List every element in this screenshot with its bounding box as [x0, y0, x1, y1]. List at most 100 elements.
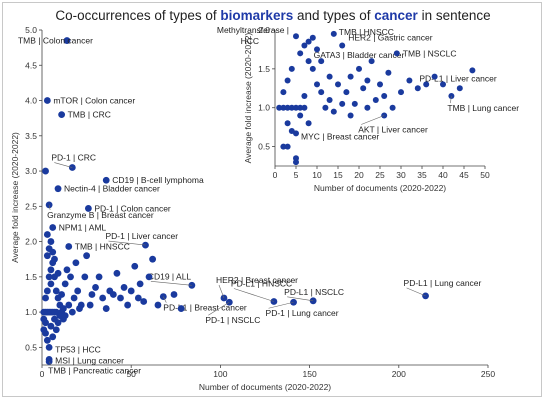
inset-data-point — [276, 104, 283, 111]
main-data-point — [117, 294, 124, 302]
inset-scatter-plot: 0 5 10 15 20 25 30 35 40 45 50 0.5 1.0 1.5 2.0 Number o… — [217, 25, 519, 193]
main-data-point — [40, 326, 48, 334]
main-data-point — [43, 252, 51, 260]
inset-data-point — [280, 104, 287, 111]
main-leader-line — [163, 296, 167, 303]
main-data-point — [63, 266, 71, 274]
inset-leader-line — [361, 115, 385, 125]
main-point-label: CD19 | ALL — [148, 271, 192, 281]
main-y-tick-label: 0.5 — [25, 342, 37, 352]
main-data-point — [102, 176, 110, 184]
main-data-point — [84, 205, 92, 212]
main-data-point — [88, 291, 96, 298]
inset-data-point — [301, 104, 308, 111]
inset-data-point — [330, 108, 337, 115]
main-data-point — [43, 287, 51, 295]
title-prefix: Co-occurrences of types of — [55, 8, 221, 23]
main-y-tick-label: 2.5 — [25, 201, 37, 211]
main-point-label: TP53 | HCC — [55, 344, 101, 354]
inset-data-point — [356, 65, 362, 72]
main-point-label: PD-L1 | Breast cancer — [163, 303, 247, 313]
inset-data-point — [423, 81, 430, 88]
title-cancer: cancer — [374, 8, 418, 23]
main-data-point — [60, 305, 67, 312]
main-data-point — [49, 248, 57, 256]
main-x-tick-label: 200 — [392, 369, 406, 379]
main-data-point — [52, 326, 60, 334]
inset-point-label: TMB | HNSCC — [339, 27, 394, 37]
main-x-tick-label: 250 — [481, 369, 495, 379]
inset-point-label: AKT | Liver cancer — [358, 124, 428, 134]
inset-data-point — [284, 120, 291, 127]
main-data-point — [47, 322, 55, 330]
inset-x-tick-label: 25 — [375, 170, 385, 180]
main-data-point — [109, 291, 117, 298]
main-data-point — [124, 301, 132, 309]
inset-leader-line — [450, 96, 452, 104]
inset-data-point — [318, 58, 325, 65]
inset-y-tick-label: 2.0 — [258, 25, 270, 35]
main-data-point — [65, 243, 73, 250]
main-data-point — [47, 280, 55, 288]
main-data-point — [65, 301, 73, 309]
inset-data-point — [314, 46, 320, 53]
inset-y-tick-label: 0.5 — [258, 142, 270, 152]
main-y-axis-title: Average fold increase (2020-2022) — [10, 132, 20, 263]
inset-data-point — [343, 89, 350, 96]
inset-data-point — [301, 42, 308, 49]
main-point-label: CD19 | B-cell lymphoma — [112, 175, 204, 185]
inset-data-point — [288, 104, 295, 111]
inset-x-tick-label: 10 — [312, 170, 322, 180]
main-x-tick-label: 150 — [303, 369, 317, 379]
main-y-tick-label: 1.5 — [25, 272, 37, 282]
main-data-point — [102, 305, 110, 312]
inset-data-point — [414, 85, 421, 92]
inset-data-point — [305, 38, 312, 45]
inset-data-point — [398, 89, 404, 96]
main-data-point — [86, 301, 94, 309]
inset-data-point — [372, 96, 379, 103]
main-point-label: PD-L1 | Lung cancer — [404, 278, 482, 288]
main-data-point — [81, 273, 89, 281]
main-data-point — [120, 284, 128, 291]
main-data-point — [43, 231, 51, 238]
inset-data-point — [393, 50, 400, 57]
chart-title: Co-occurrences of types of biomarkers an… — [0, 8, 546, 23]
inset-y-axis-title: Average fold increase (2020-2022) — [243, 32, 253, 163]
main-data-point — [47, 238, 55, 245]
inset-data-point — [318, 89, 325, 96]
inset-x-tick-label: 35 — [417, 170, 427, 180]
main-point-label: MSI | Lung cancer — [55, 355, 124, 365]
inset-x-tick-label: 15 — [333, 170, 343, 180]
main-leader-line — [108, 240, 146, 246]
main-data-point — [220, 294, 228, 302]
inset-x-tick-label: 30 — [396, 170, 406, 180]
title-middle: and types of — [293, 8, 375, 23]
main-data-point — [83, 252, 90, 260]
inset-data-point — [297, 50, 304, 57]
inset-point-label: HER2 | Gastric cancer — [348, 33, 433, 43]
main-leader-line — [208, 301, 230, 316]
main-point-label: PD-L1 | HNSCC — [231, 279, 292, 289]
inset-data-point — [360, 85, 367, 92]
main-y-tick-label: 3.0 — [25, 166, 37, 176]
inset-y-tick-label: 1.0 — [258, 103, 270, 113]
main-data-point — [54, 269, 62, 277]
inset-x-tick-label: 5 — [294, 170, 299, 180]
inset-data-point — [301, 93, 308, 100]
inset-point-label: TMB | NSCLC — [403, 48, 457, 58]
main-data-point — [58, 111, 66, 119]
main-data-point — [92, 284, 99, 291]
inset-data-point — [305, 58, 312, 65]
main-data-point — [61, 280, 69, 288]
main-data-point — [45, 343, 53, 351]
main-leader-line — [268, 301, 294, 309]
inset-point-label: TMB | Lung cancer — [447, 103, 519, 113]
inset-x-tick-label: 0 — [273, 170, 278, 180]
inset-x-tick-label: 45 — [459, 170, 469, 180]
main-x-tick-label: 50 — [126, 369, 136, 379]
main-data-point — [70, 294, 78, 302]
inset-data-point — [347, 112, 354, 119]
inset-data-point — [456, 85, 463, 92]
